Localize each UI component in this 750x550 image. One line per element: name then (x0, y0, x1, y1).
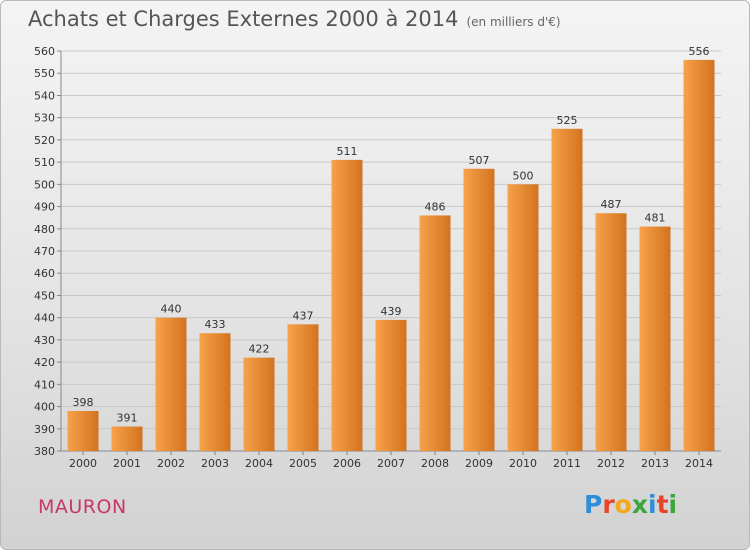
unit-subtitle: (en milliers d'€) (466, 15, 561, 29)
bar-2000 (67, 411, 99, 451)
logo-letter: x (631, 490, 648, 519)
y-tick-label: 490 (34, 201, 55, 214)
y-tick-label: 410 (34, 378, 55, 391)
bar-2002 (155, 317, 187, 451)
bar-2006 (331, 159, 363, 451)
bar-2014 (683, 59, 715, 452)
bar-2012 (595, 213, 627, 451)
y-tick-label: 470 (34, 245, 55, 258)
data-label: 398 (73, 396, 94, 409)
commune-name: MAURON (38, 496, 127, 518)
y-tick-label: 510 (34, 156, 55, 169)
logo-letter: i (648, 490, 657, 519)
x-tick-label: 2006 (333, 457, 361, 470)
bar-2011 (551, 128, 583, 451)
y-tick-label: 550 (34, 67, 55, 80)
title-text: Achats et Charges Externes 2000 à 2014 (28, 7, 459, 31)
chart-title: Achats et Charges Externes 2000 à 2014 (e… (28, 7, 561, 31)
bar-2004 (243, 357, 275, 451)
y-tick-label: 380 (34, 445, 55, 458)
logo-letter: t (656, 490, 669, 519)
data-label: 439 (381, 305, 402, 318)
data-label: 500 (513, 169, 534, 182)
data-label: 486 (425, 200, 446, 213)
data-label: 511 (337, 145, 358, 158)
bar-2003 (199, 333, 231, 451)
bar-2001 (111, 426, 143, 451)
logo-letter: r (602, 490, 615, 519)
x-tick-label: 2013 (641, 457, 669, 470)
y-tick-label: 420 (34, 356, 55, 369)
data-label: 391 (117, 412, 138, 425)
y-tick-label: 430 (34, 334, 55, 347)
y-tick-label: 440 (34, 312, 55, 325)
y-tick-label: 450 (34, 289, 55, 302)
x-tick-label: 2001 (113, 457, 141, 470)
data-label: 437 (293, 309, 314, 322)
logo-letter: i (668, 490, 678, 519)
bar-2009 (463, 168, 495, 451)
data-label: 433 (205, 318, 226, 331)
bar-2007 (375, 319, 407, 451)
x-tick-label: 2014 (685, 457, 713, 470)
y-tick-label: 560 (34, 45, 55, 58)
x-tick-label: 2009 (465, 457, 493, 470)
bar-2010 (507, 184, 539, 452)
data-label: 481 (645, 212, 666, 225)
logo-letter: P (584, 490, 603, 519)
x-tick-label: 2007 (377, 457, 405, 470)
x-tick-label: 2004 (245, 457, 273, 470)
proxiti-logo: Proxiti (584, 490, 677, 519)
logo-letter: o (614, 490, 632, 519)
x-tick-label: 2008 (421, 457, 449, 470)
x-tick-label: 2000 (69, 457, 97, 470)
x-tick-label: 2003 (201, 457, 229, 470)
y-tick-label: 460 (34, 267, 55, 280)
y-tick-label: 390 (34, 423, 55, 436)
data-label: 507 (469, 154, 490, 167)
x-tick-label: 2010 (509, 457, 537, 470)
data-label: 487 (601, 198, 622, 211)
x-tick-label: 2012 (597, 457, 625, 470)
bar-2008 (419, 215, 451, 451)
y-tick-label: 500 (34, 178, 55, 191)
x-tick-label: 2005 (289, 457, 317, 470)
data-label: 422 (249, 343, 270, 356)
y-tick-label: 400 (34, 401, 55, 414)
x-tick-label: 2011 (553, 457, 581, 470)
x-tick-label: 2002 (157, 457, 185, 470)
bar-2005 (287, 324, 319, 451)
data-label: 525 (557, 114, 578, 127)
y-tick-label: 480 (34, 223, 55, 236)
bar-2013 (639, 226, 671, 451)
y-tick-label: 530 (34, 112, 55, 125)
data-label: 556 (689, 45, 710, 58)
y-tick-label: 520 (34, 134, 55, 147)
y-tick-label: 540 (34, 89, 55, 102)
data-label: 440 (161, 303, 182, 316)
